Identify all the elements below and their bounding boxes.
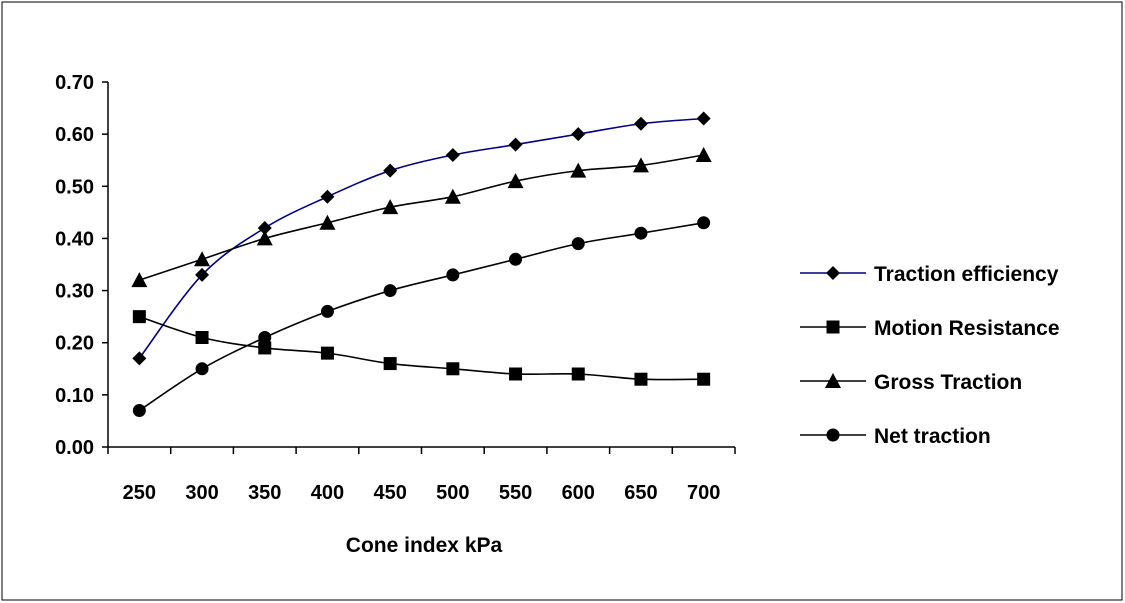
series-line [138, 117, 704, 359]
legend-label: Motion Resistance [874, 317, 1060, 340]
data-point [507, 173, 524, 189]
data-point [320, 304, 334, 318]
data-point [697, 216, 711, 230]
y-tick-label: 0.50 [55, 176, 94, 198]
data-point [446, 362, 460, 376]
x-tick-label: 400 [311, 482, 344, 504]
data-point [571, 127, 586, 142]
legend-item-traction-efficiency: Traction efficiency [800, 263, 1059, 286]
data-point [444, 188, 461, 204]
x-tick-label: 700 [687, 482, 720, 504]
y-tick-label: 0.20 [55, 333, 94, 355]
series-line [139, 154, 704, 281]
legend-label: Net traction [874, 425, 991, 448]
data-point [131, 272, 148, 288]
data-point [383, 357, 397, 371]
legend-marker [826, 266, 840, 280]
data-point [445, 148, 460, 162]
legend-marker [826, 320, 840, 334]
data-point [632, 157, 649, 173]
legend-marker [826, 428, 840, 442]
data-point [509, 367, 523, 381]
y-tick-label: 0.10 [55, 385, 94, 407]
data-point [571, 367, 585, 381]
series-motion-resistance [132, 310, 711, 386]
data-point [195, 331, 209, 344]
y-tick-label: 0.70 [55, 72, 94, 94]
legend-label: Gross Traction [874, 371, 1022, 394]
y-tick-label: 0.00 [55, 437, 94, 459]
x-tick-label: 650 [624, 482, 657, 504]
data-point [257, 221, 272, 235]
plot-area: 0.00 0.10 0.20 0.30 0.40 0.50 0.60 0.70 250 300 35… [55, 72, 736, 504]
x-tick-label: 500 [436, 482, 469, 504]
x-tick-label: 550 [499, 482, 532, 504]
legend-item-motion-resistance: Motion Resistance [800, 317, 1060, 340]
series-net-traction [132, 216, 711, 417]
x-tick-label: 600 [562, 482, 595, 504]
data-point [509, 252, 523, 266]
data-point [256, 230, 273, 246]
legend-item-gross-traction: Gross Traction [800, 371, 1022, 394]
data-point [320, 189, 335, 204]
series-gross-traction [131, 147, 712, 288]
y-tick-label: 0.30 [55, 281, 94, 303]
legend: Traction efficiency Motion Resistance Gros… [800, 263, 1060, 448]
data-point [570, 162, 587, 178]
data-point [382, 199, 399, 215]
data-point [383, 163, 398, 178]
data-point [696, 111, 711, 126]
data-point [446, 268, 460, 282]
y-tick-label: 0.40 [55, 228, 94, 250]
series-traction-efficiency [132, 111, 711, 366]
data-point [132, 404, 146, 417]
series-line [138, 221, 704, 412]
x-tick-label: 450 [373, 482, 406, 504]
x-tick-label: 300 [185, 482, 218, 504]
data-point [634, 372, 648, 386]
data-point [320, 346, 334, 360]
series-layer [131, 111, 712, 417]
data-point [319, 214, 336, 230]
x-tick-label: 350 [248, 482, 281, 504]
series-line [139, 315, 704, 381]
legend-item-net-traction: Net traction [800, 425, 991, 448]
data-point [383, 284, 397, 298]
y-tick-label: 0.60 [55, 124, 94, 146]
data-point [695, 147, 712, 162]
data-point [571, 237, 585, 251]
data-point [132, 351, 147, 366]
data-point [195, 267, 210, 282]
x-axis-title: Cone index kPa [346, 534, 503, 557]
data-point [697, 372, 711, 386]
legend-label: Traction efficiency [874, 263, 1059, 286]
x-tick-label: 250 [123, 482, 156, 504]
data-point [258, 341, 272, 355]
legend-marker [825, 373, 841, 388]
data-point [633, 116, 648, 131]
data-point [634, 226, 648, 240]
data-point [508, 137, 523, 152]
data-point [258, 331, 272, 344]
data-point [195, 362, 209, 376]
data-point [194, 251, 211, 267]
data-point [132, 310, 146, 324]
